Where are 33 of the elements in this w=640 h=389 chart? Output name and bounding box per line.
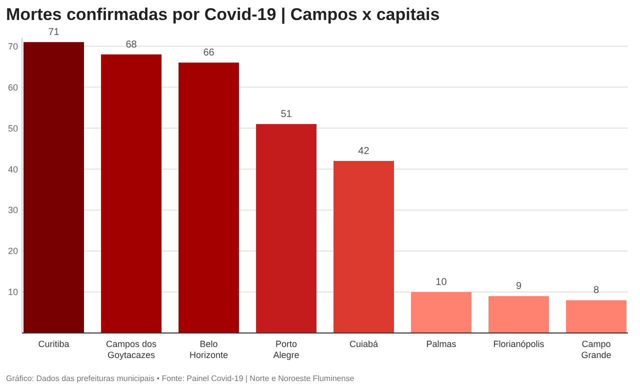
- data-label: 8: [593, 285, 600, 296]
- chart-title: Mortes confirmadas por Covid-19 | Campos x capitais: [6, 5, 440, 24]
- x-tick-label: Porto Alegre: [273, 339, 300, 360]
- x-tick-label: Campos dos Goytacazes: [106, 339, 158, 360]
- x-tick-label: Curitiba: [38, 339, 70, 349]
- bar: [178, 62, 239, 333]
- data-label: 9: [516, 281, 522, 292]
- x-tick-label: Campo Grande: [581, 339, 612, 360]
- bar: [411, 292, 472, 333]
- y-tick-label: 70: [8, 41, 18, 52]
- y-tick-label: 30: [8, 205, 18, 216]
- data-label: 71: [48, 27, 60, 38]
- x-tick-label: Florianópolis: [493, 339, 545, 349]
- y-tick-label: 50: [8, 123, 18, 134]
- data-label: 51: [280, 109, 292, 120]
- y-tick-label: 10: [8, 287, 18, 298]
- bar: [566, 300, 626, 333]
- data-label: 42: [358, 146, 370, 157]
- y-tick-label: 40: [8, 164, 18, 174]
- bar: [334, 160, 394, 333]
- x-tick-label: Cuiabá: [349, 339, 378, 349]
- x-tick-label: Belo Horizonte: [189, 339, 228, 360]
- bar: [101, 54, 162, 333]
- bar: [488, 296, 549, 333]
- data-label: 66: [203, 48, 215, 59]
- text: Gráfico: Dados das prefeituras municipais • Fonte: Painel Covid-19 | Norte e Noroeste Fluminense: [6, 374, 355, 383]
- y-tick-label: 60: [8, 82, 18, 92]
- y-tick-label: 20: [8, 246, 18, 256]
- bar: [24, 42, 84, 333]
- x-tick-label: Palmas: [426, 339, 457, 349]
- data-label: 10: [436, 277, 448, 288]
- data-label: 68: [126, 39, 138, 50]
- bar: [256, 124, 316, 333]
